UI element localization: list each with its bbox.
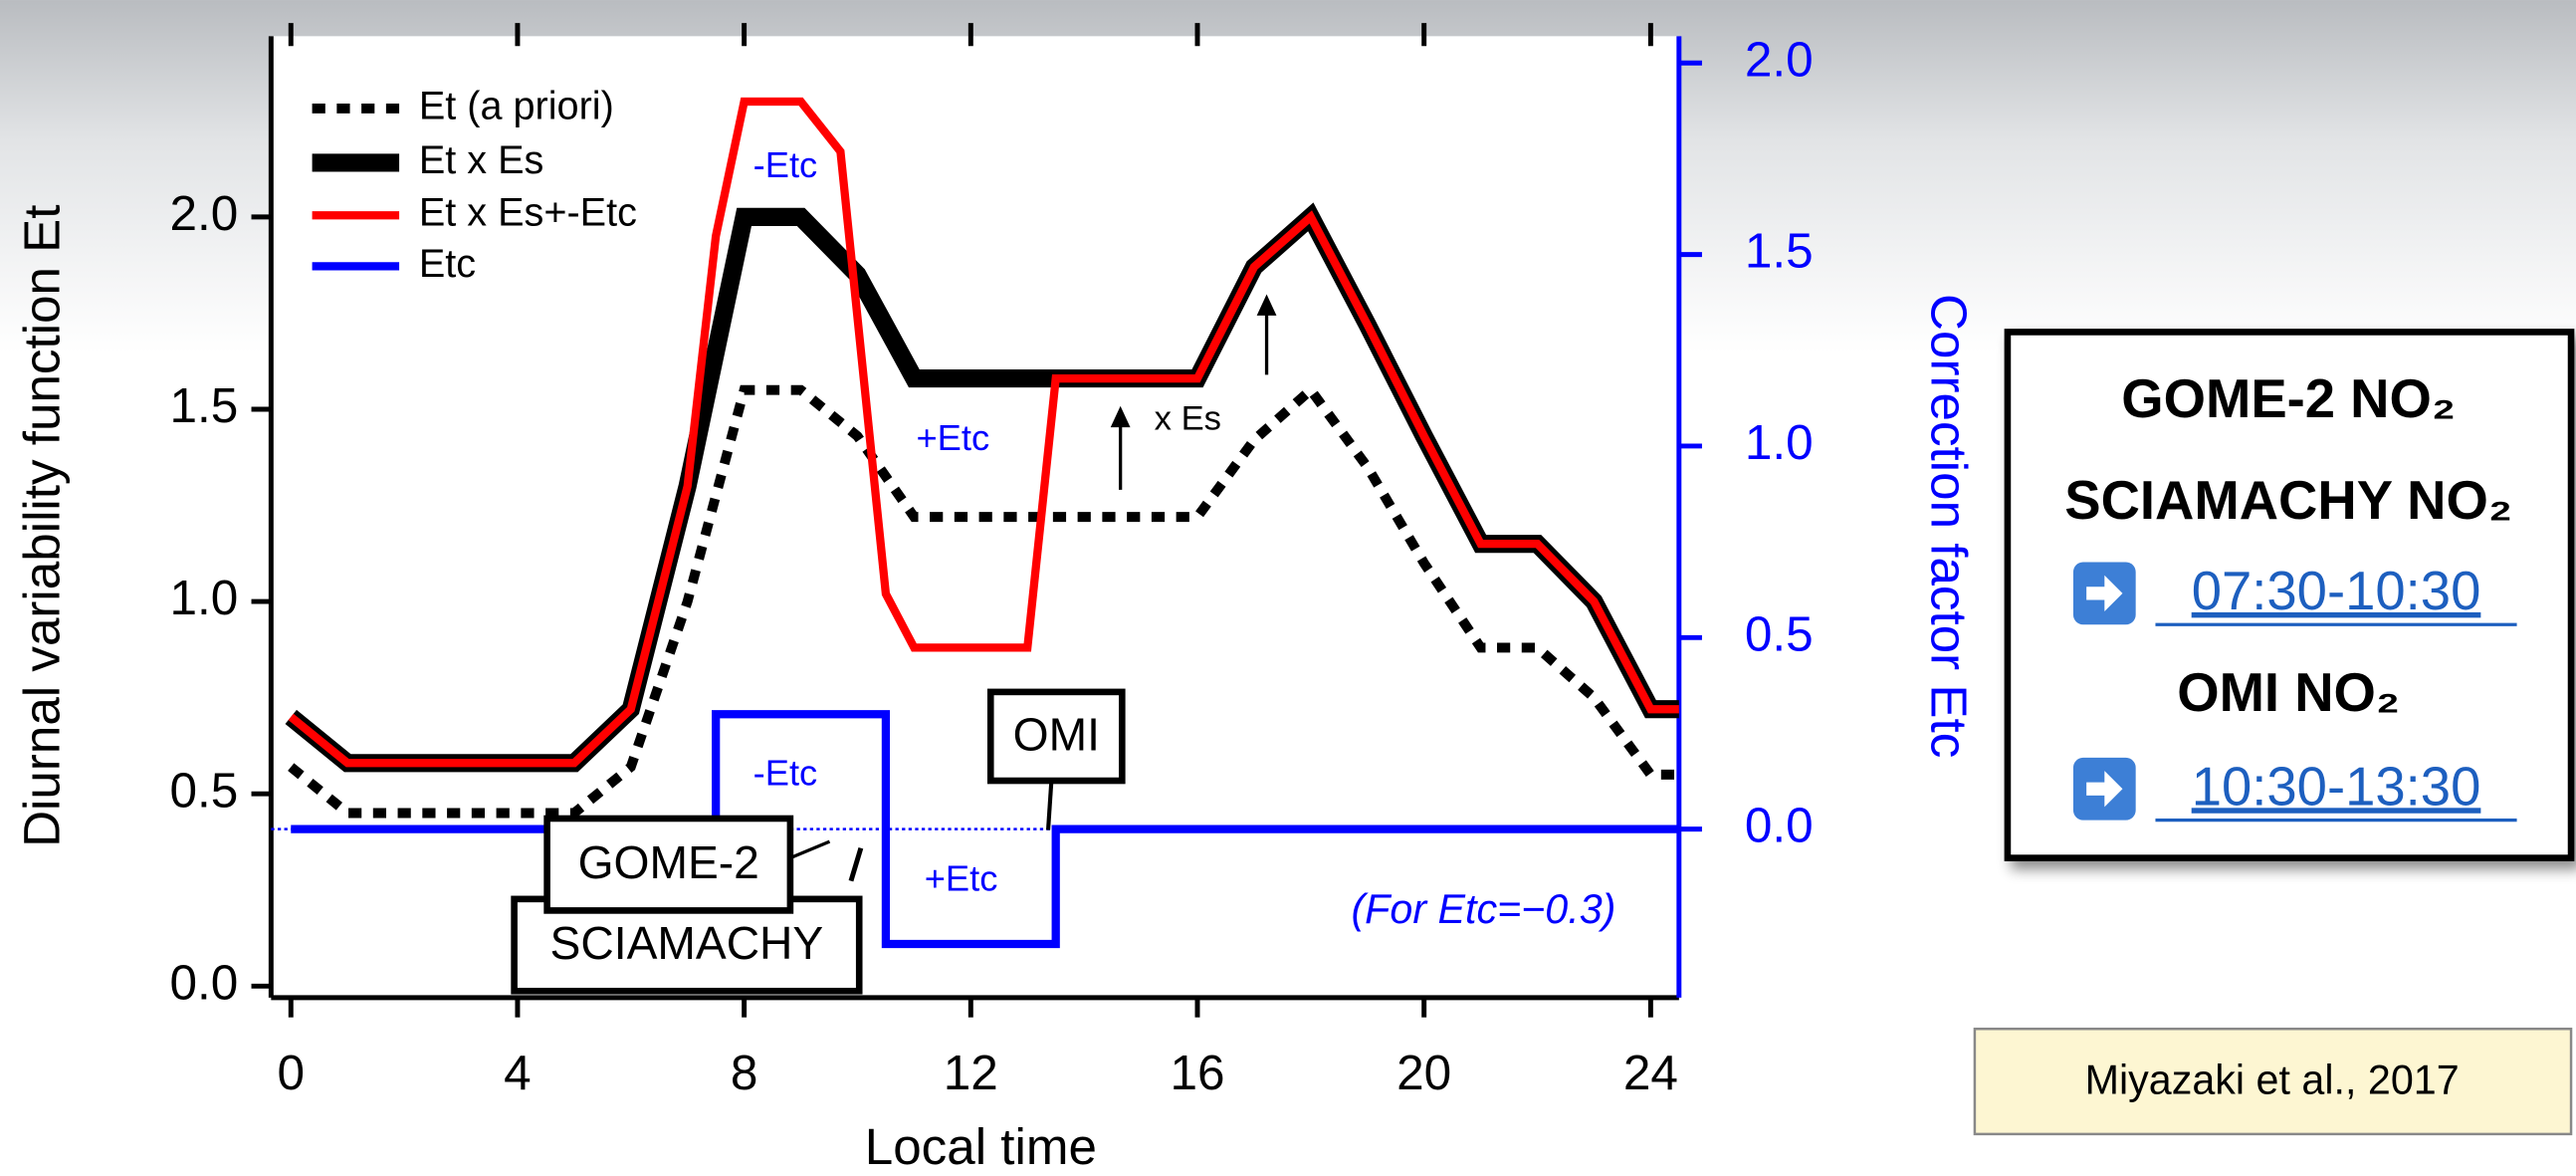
y-tick-label: 1.0 bbox=[170, 571, 239, 625]
series-line bbox=[288, 382, 1679, 819]
arrow-icon-glyph bbox=[2086, 771, 2123, 808]
x-tick-label: 16 bbox=[1170, 1046, 1224, 1100]
annotation: x Es bbox=[1155, 400, 1221, 438]
y-tick-label: 1.5 bbox=[170, 378, 239, 433]
legend-label: Et x Es bbox=[419, 138, 543, 182]
link[interactable]: 07:30-10:30 bbox=[2192, 561, 2481, 621]
annotation-box bbox=[986, 688, 1126, 785]
x-tick-label: 4 bbox=[504, 1046, 532, 1100]
legend-label: Et x Es+-Etc bbox=[419, 191, 637, 235]
y2-tick-label: 0.5 bbox=[1745, 606, 1814, 661]
annotation: -Etc bbox=[753, 144, 818, 185]
y-axis-label: Diurnal variability function Et bbox=[14, 204, 71, 846]
citation: Miyazaki et al., 2017 bbox=[2085, 1058, 2460, 1103]
annotation: +Etc bbox=[916, 417, 989, 458]
legend-label: Et (a priori) bbox=[419, 84, 614, 127]
annotation-line bbox=[848, 846, 864, 882]
x-tick-label: 0 bbox=[277, 1046, 305, 1100]
citation-box bbox=[1973, 1028, 2573, 1136]
arrow-head bbox=[1110, 405, 1131, 428]
x-tick-label: 20 bbox=[1396, 1046, 1451, 1100]
annotation-line bbox=[1045, 780, 1054, 830]
annotation: -Etc bbox=[753, 753, 818, 794]
annotation: +Etc bbox=[925, 857, 998, 898]
link[interactable]: 10:30-13:30 bbox=[2192, 756, 2481, 817]
annotation: (For Etc=−0.3) bbox=[1351, 886, 1615, 932]
y2-tick-label: 0.0 bbox=[1745, 799, 1814, 853]
plot-area bbox=[271, 36, 1679, 998]
annotation-box bbox=[511, 895, 863, 995]
x-axis-label: Local time bbox=[865, 1118, 1097, 1175]
annotation: OMI bbox=[1013, 708, 1100, 760]
series-line bbox=[288, 97, 1679, 768]
y2-tick-label: 2.0 bbox=[1745, 32, 1814, 87]
y-tick-label: 0.5 bbox=[170, 763, 239, 818]
x-tick-label: 12 bbox=[944, 1046, 998, 1100]
side-box-line: GOME-2 NO₂ bbox=[2121, 368, 2456, 429]
y2-axis-label: Correction factor Etc bbox=[1921, 294, 1978, 758]
legend-label: Etc bbox=[419, 242, 476, 286]
annotation: GOME-2 bbox=[578, 836, 759, 888]
series-line bbox=[291, 710, 1679, 949]
y2-tick-label: 1.0 bbox=[1745, 415, 1814, 470]
arrow-icon-glyph bbox=[2086, 575, 2123, 612]
y-tick-label: 0.0 bbox=[170, 955, 239, 1010]
annotation: SCIAMACHY bbox=[550, 917, 824, 969]
side-box-line: OMI NO₂ bbox=[2177, 662, 2400, 723]
side-box: GOME-2 NO₂ SCIAMACHY NO₂ 07:30-10:30 OMI… bbox=[2004, 329, 2575, 861]
side-box-line: SCIAMACHY NO₂ bbox=[2064, 470, 2512, 531]
y-tick-label: 2.0 bbox=[170, 186, 239, 241]
x-tick-label: 24 bbox=[1623, 1046, 1678, 1100]
y2-tick-label: 1.5 bbox=[1745, 224, 1814, 279]
annotation-box bbox=[543, 815, 794, 914]
arrow-head bbox=[1256, 294, 1277, 316]
x-tick-label: 8 bbox=[731, 1046, 758, 1100]
annotation-line bbox=[789, 839, 831, 860]
